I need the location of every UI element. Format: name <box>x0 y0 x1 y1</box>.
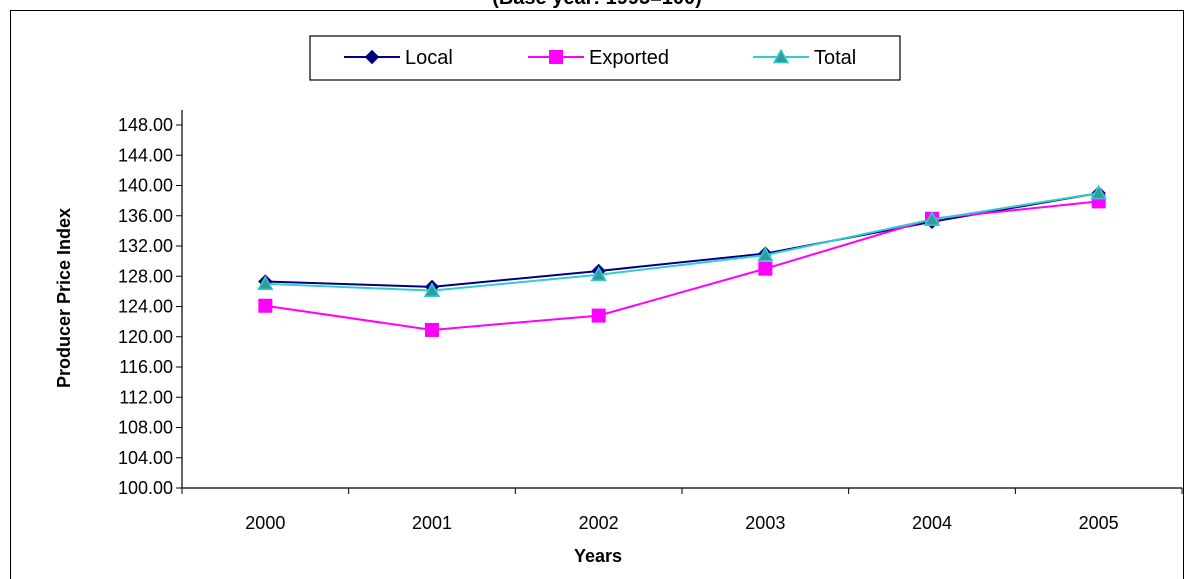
series-total <box>257 184 1107 297</box>
y-tick-label: 104.00 <box>118 448 173 468</box>
y-tick-label: 140.00 <box>118 176 173 196</box>
x-tick-label: 2000 <box>245 513 285 533</box>
x-tick-label: 2001 <box>412 513 452 533</box>
y-tick-label: 112.00 <box>119 387 173 407</box>
data-point-total <box>923 210 941 226</box>
legend-label-exported: Exported <box>589 47 669 69</box>
data-point-total <box>423 282 441 297</box>
x-tick-label: 2003 <box>745 513 785 533</box>
chart-title: (Base year: 1995=100) <box>0 0 1194 10</box>
legend-label-local: Local <box>405 47 453 69</box>
data-point-exported <box>758 261 773 276</box>
y-axis-title: Producer Price Index <box>54 208 74 388</box>
y-tick-label: 100.00 <box>118 478 173 498</box>
x-axis-title: Years <box>574 546 622 566</box>
data-point-exported <box>425 322 439 337</box>
axes: 100.00 104.00 108.00 112.00 116.00 120.00 124.… <box>118 110 1183 533</box>
data-point-exported <box>258 298 273 313</box>
y-tick-label: 116.00 <box>119 357 173 377</box>
y-tick-label: 128.00 <box>118 266 173 286</box>
data-point-total <box>257 275 274 291</box>
y-tick-label: 136.00 <box>118 206 173 226</box>
legend-marker-total <box>772 48 790 64</box>
data-point-exported <box>591 308 606 323</box>
y-tick-label: 132.00 <box>118 236 173 256</box>
y-tick-label: 148.00 <box>118 115 173 135</box>
data-point-total <box>590 266 607 282</box>
data-point-total <box>1090 184 1107 200</box>
series-layer <box>257 184 1107 337</box>
x-tick-label: 2002 <box>579 513 619 533</box>
data-point-total <box>757 246 774 262</box>
x-tick-label: 2004 <box>912 513 952 533</box>
series-line-total <box>265 192 1099 292</box>
y-tick-label: 108.00 <box>118 418 173 438</box>
legend-marker-exported <box>549 50 563 64</box>
y-tick-label: 120.00 <box>118 327 173 347</box>
x-tick-label: 2005 <box>1079 513 1119 533</box>
series-local <box>258 185 1106 295</box>
chart-frame <box>10 10 1184 579</box>
y-tick-label: 124.00 <box>118 297 173 317</box>
series-line-local <box>265 192 1099 288</box>
legend-marker-local <box>364 49 380 65</box>
y-tick-label: 144.00 <box>118 145 173 165</box>
legend-label-total: Total <box>814 47 856 69</box>
legend: Local Exported Total <box>309 35 901 81</box>
